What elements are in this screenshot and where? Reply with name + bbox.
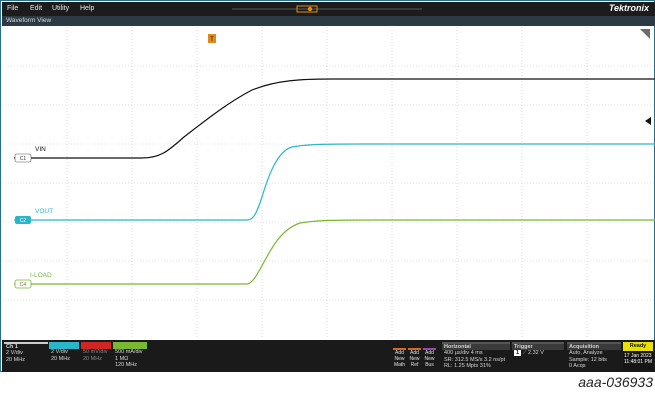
- add-new-ref-button[interactable]: Add New Ref: [408, 348, 421, 372]
- add-new-bus-button[interactable]: Add New Bus: [423, 348, 436, 372]
- label-vout: VOUT: [35, 208, 53, 215]
- ch2-badge[interactable]: 2 V/div 20 MHz: [49, 342, 79, 377]
- brand-logo: Tektronix: [608, 3, 649, 13]
- label-vin: VIN: [35, 146, 46, 153]
- waveform-plot: T VIN VOUT I-LOAD C1 C2 C4: [2, 27, 655, 339]
- svg-text:C2: C2: [20, 218, 27, 224]
- view-title: Waveform View: [6, 17, 52, 24]
- waveform-view-titlebar: Waveform View: [2, 16, 655, 26]
- menu-help[interactable]: Help: [80, 5, 95, 12]
- trace-ch2-vout: [14, 143, 655, 221]
- svg-text:C1: C1: [20, 156, 27, 162]
- svg-text:T: T: [210, 37, 214, 43]
- horizontal-badge[interactable]: Horizontal 400 µs/div 4 ms SR: 312.5 MS/…: [442, 342, 510, 372]
- status-time: 11:48:01 PM: [624, 359, 652, 365]
- oscilloscope-window: File Edit Utility Help Tektronix Wavefor…: [0, 0, 655, 372]
- rising-edge-icon: ⟋: [522, 350, 527, 356]
- ch1-badge[interactable]: Ch 1 2 V/div 20 MHz: [4, 342, 48, 372]
- status-date: 17 Jan 2023: [624, 353, 652, 359]
- menu-utility[interactable]: Utility: [52, 5, 70, 12]
- trigger-source: 1: [514, 350, 522, 356]
- ch2-offset-marker[interactable]: C2: [15, 216, 31, 224]
- menu-edit[interactable]: Edit: [30, 5, 43, 12]
- run-state: Ready: [623, 342, 653, 351]
- trace-ch4-iload: [14, 219, 655, 285]
- ch4-offset-marker[interactable]: C4: [14, 279, 32, 289]
- trigger-level: 2.32 V: [527, 350, 544, 356]
- menu-bar: File Edit Utility Help Tektronix: [2, 2, 655, 16]
- trigger-level-marker[interactable]: [645, 117, 651, 125]
- menu-file[interactable]: File: [7, 5, 19, 12]
- ch1-offset-marker[interactable]: C1: [14, 153, 32, 163]
- timebase-overview-bar[interactable]: [232, 5, 422, 13]
- ch4-badge[interactable]: 500 mA/div 1 MΩ 120 MHz: [113, 342, 147, 377]
- trigger-badge[interactable]: Trigger 1 ⟋ 2.32 V: [512, 342, 564, 372]
- trace-ch1-vin: [14, 78, 655, 159]
- add-new-math-button[interactable]: Add New Math: [393, 348, 406, 372]
- status-badge[interactable]: Ready 17 Jan 2023 11:48:01 PM: [623, 342, 653, 370]
- trigger-position-marker[interactable]: T: [208, 34, 216, 43]
- svg-text:C4: C4: [20, 282, 27, 288]
- graticule: [2, 27, 655, 339]
- acquisition-badge[interactable]: Acquisition Auto, Analyze Sample: 12 bit…: [567, 342, 621, 372]
- view-corner-handle[interactable]: [640, 29, 650, 39]
- label-iload: I-LOAD: [30, 272, 52, 279]
- figure-id: aaa-036933: [578, 374, 653, 390]
- ch3-badge[interactable]: 50 mV/div 20 MHz: [81, 342, 111, 377]
- settings-bar: Ch 1 2 V/div 20 MHz 2 V/div 20 MHz 50 mV…: [2, 340, 655, 372]
